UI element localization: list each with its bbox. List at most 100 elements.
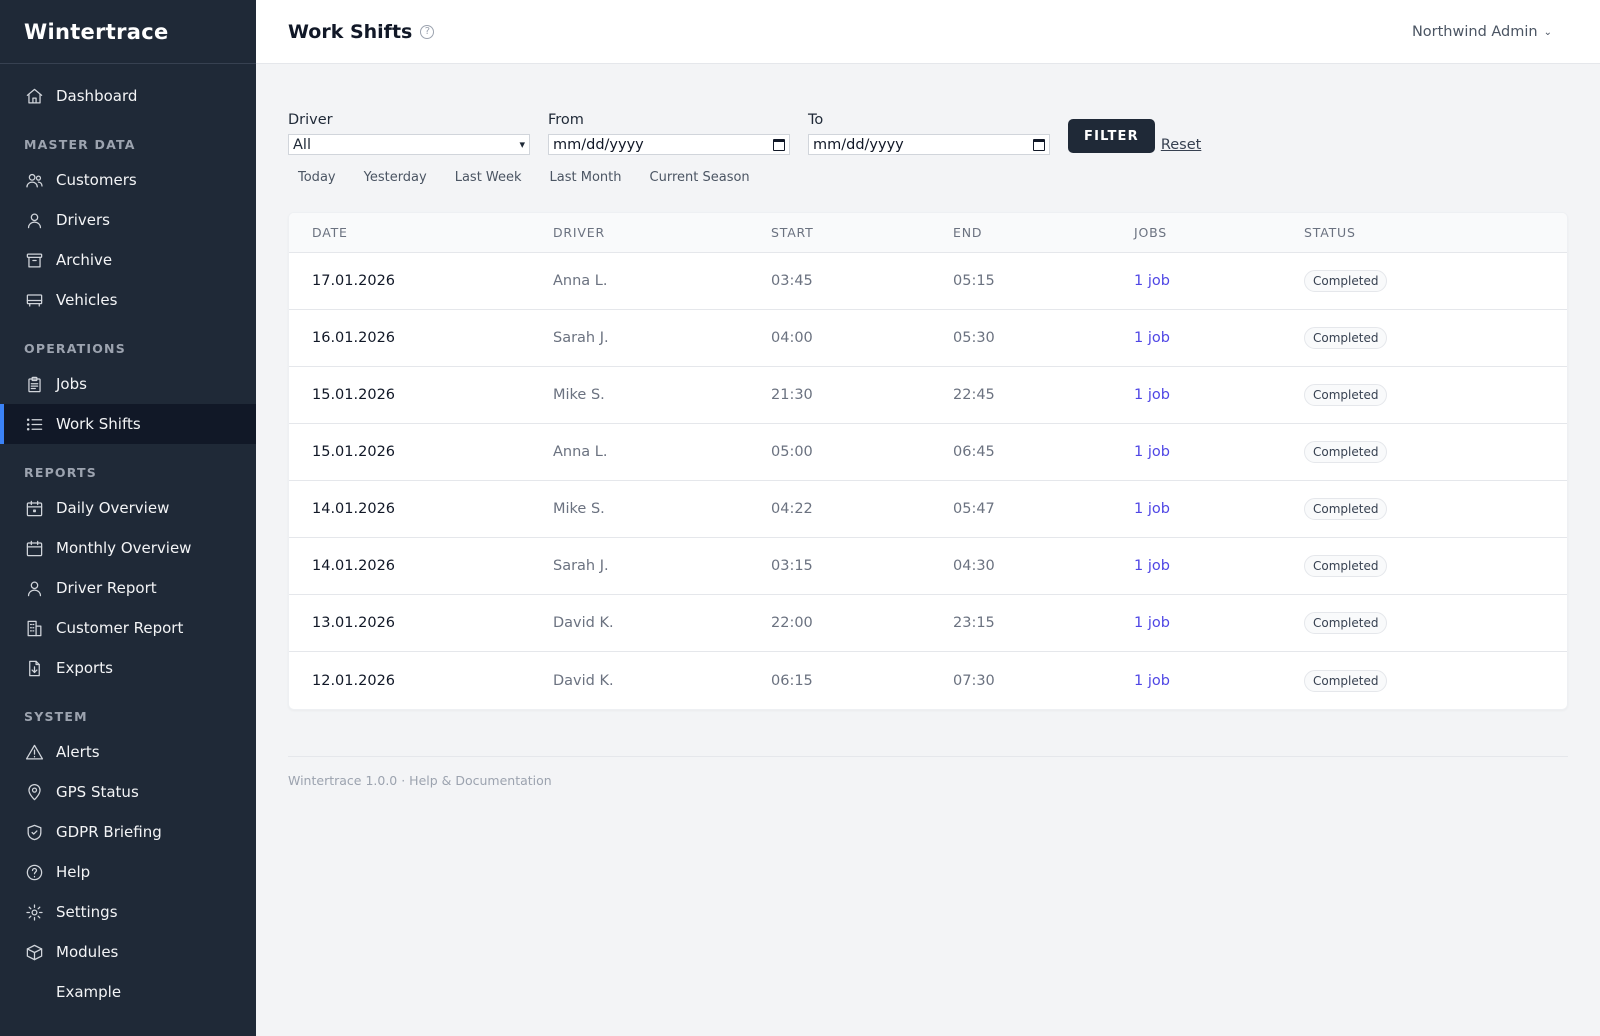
table-row[interactable]: 17.01.2026 Anna L. 03:45 05:15 1 job Complete… [289,253,1567,310]
status-cell: Completed [1304,612,1567,634]
sidebar-item-exports[interactable]: Exports [0,648,256,688]
page-title: Work Shifts [288,20,413,43]
from-label: From [548,112,584,128]
top-header: Work Shifts ? Northwind Admin ⌄ [256,0,1600,64]
sidebar-item-work-shifts[interactable]: Work Shifts [0,404,256,444]
jobs-link[interactable]: 1 job [1134,615,1170,631]
cell-end: 07:30 [953,672,995,689]
status-cell: Completed [1304,327,1567,349]
cell-end: 04:30 [953,558,995,574]
jobs-link[interactable]: 1 job [1134,444,1170,460]
sidebar-item-label: Modules [56,943,119,961]
from-date-input[interactable]: mm/dd/yyyy [548,134,790,155]
table-row[interactable]: 15.01.2026 Anna L. 05:00 06:45 1 job Complete… [289,424,1567,481]
table-row[interactable]: 16.01.2026 Sarah J. 04:00 05:30 1 job Complet… [289,310,1567,367]
table-row[interactable]: 13.01.2026 David K. 22:00 23:15 1 job Complet… [289,595,1567,652]
cell-driver: Anna L. [553,444,608,460]
cell-start: 03:45 [771,273,813,289]
table-row[interactable]: 15.01.2026 Mike S. 21:30 22:45 1 job Complete… [289,367,1567,424]
sidebar-item-daily-overview[interactable]: Daily Overview [0,488,256,528]
column-header-end[interactable]: END [953,225,983,240]
to-date-placeholder: mm/dd/yyyy [813,136,904,153]
sidebar-item-jobs[interactable]: Jobs [0,364,256,404]
sidebar-item-archive[interactable]: Archive [0,240,256,280]
column-header-status[interactable]: STATUS [1304,225,1356,240]
shield-check-icon [24,822,44,842]
jobs-link[interactable]: 1 job [1134,330,1170,346]
help-icon[interactable]: ? [420,24,435,39]
quick-range-last-week[interactable]: Last Week [454,170,522,185]
filter-bar: Driver All ▾ From mm/dd/yyyy To mm/dd/yy… [288,112,1201,155]
column-header-start[interactable]: START [771,225,814,240]
sidebar-item-modules[interactable]: Modules [0,932,256,972]
status-badge: Completed [1304,669,1388,692]
sidebar-item-example[interactable]: Example [0,972,256,1012]
cell-start: 04:00 [771,330,813,346]
sidebar-item-monthly-overview[interactable]: Monthly Overview [0,528,256,568]
sidebar-item-label: Daily Overview [56,499,170,517]
table-row[interactable]: 14.01.2026 Sarah J. 03:15 04:30 1 job Complet… [289,538,1567,595]
jobs-link[interactable]: 1 job [1134,672,1170,689]
reset-link[interactable]: Reset [1160,137,1202,153]
sidebar-item-label: Monthly Overview [56,539,192,557]
sidebar-item-gdpr-briefing[interactable]: GDPR Briefing [0,812,256,852]
calendar-icon[interactable] [773,138,785,151]
status-cell: Completed [1304,441,1567,463]
quick-range-today[interactable]: Today [298,170,336,185]
driver-field: Driver All ▾ [288,112,530,155]
quick-range-current-season[interactable]: Current Season [649,170,750,185]
quick-range-yesterday[interactable]: Yesterday [363,170,427,185]
sidebar-item-customers[interactable]: Customers [0,160,256,200]
table-body: 17.01.2026 Anna L. 03:45 05:15 1 job Complete… [289,253,1567,709]
cell-end: 05:47 [953,501,995,517]
column-header-jobs[interactable]: JOBS [1134,225,1168,240]
sidebar-item-customer-report[interactable]: Customer Report [0,608,256,648]
cell-start: 03:15 [771,558,813,574]
table-row[interactable]: 14.01.2026 Mike S. 04:22 05:47 1 job Complete… [289,481,1567,538]
to-label: To [808,112,824,128]
sidebar-item-label: Vehicles [56,291,118,309]
table-row[interactable]: 12.01.2026 David K. 06:15 07:30 1 job Complet… [289,652,1567,709]
sidebar-item-settings[interactable]: Settings [0,892,256,932]
cell-driver: Mike S. [553,501,605,517]
sidebar-item-driver-report[interactable]: Driver Report [0,568,256,608]
sidebar-item-gps-status[interactable]: GPS Status [0,772,256,812]
cell-driver: Sarah J. [553,558,609,574]
chevron-down-icon: ▾ [519,138,525,151]
truck-icon [24,290,44,310]
sidebar-item-label: Help [56,863,91,881]
column-header-date[interactable]: DATE [312,225,348,240]
sidebar-nav: Dashboard MASTER DATA Customers Drivers Arch… [0,64,256,1012]
sidebar-item-label: Settings [56,903,118,921]
calendar-icon[interactable] [1033,138,1045,151]
sidebar-item-drivers[interactable]: Drivers [0,200,256,240]
cell-date: 12.01.2026 [312,672,396,689]
to-date-input[interactable]: mm/dd/yyyy [808,134,1050,155]
jobs-link[interactable]: 1 job [1134,273,1170,289]
cell-driver: David K. [553,615,614,631]
cell-start: 05:00 [771,444,813,460]
jobs-link[interactable]: 1 job [1134,387,1170,403]
sidebar-item-alerts[interactable]: Alerts [0,732,256,772]
brand-logo[interactable]: Wintertrace [0,0,256,64]
cell-start: 22:00 [771,615,813,631]
quick-range-last-month[interactable]: Last Month [549,170,622,185]
driver-select[interactable]: All ▾ [288,134,530,155]
sidebar-item-vehicles[interactable]: Vehicles [0,280,256,320]
status-cell: Completed [1304,384,1567,406]
users-icon [24,170,44,190]
status-badge: Completed [1304,555,1388,577]
driver-label: Driver [288,112,333,128]
to-field: To mm/dd/yyyy [808,112,1050,155]
filter-button[interactable]: FILTER [1068,119,1155,153]
from-date-placeholder: mm/dd/yyyy [553,136,644,153]
jobs-link[interactable]: 1 job [1134,558,1170,574]
work-shifts-table: DATE DRIVER START END JOBS STATUS 17.01.… [288,212,1568,710]
jobs-link[interactable]: 1 job [1134,501,1170,517]
sidebar-item-dashboard[interactable]: Dashboard [0,76,256,116]
user-menu[interactable]: Northwind Admin ⌄ [1412,0,1552,64]
sidebar-item-help[interactable]: Help [0,852,256,892]
cell-date: 17.01.2026 [312,273,396,289]
column-header-driver[interactable]: DRIVER [553,225,605,240]
status-cell: Completed [1304,270,1567,292]
